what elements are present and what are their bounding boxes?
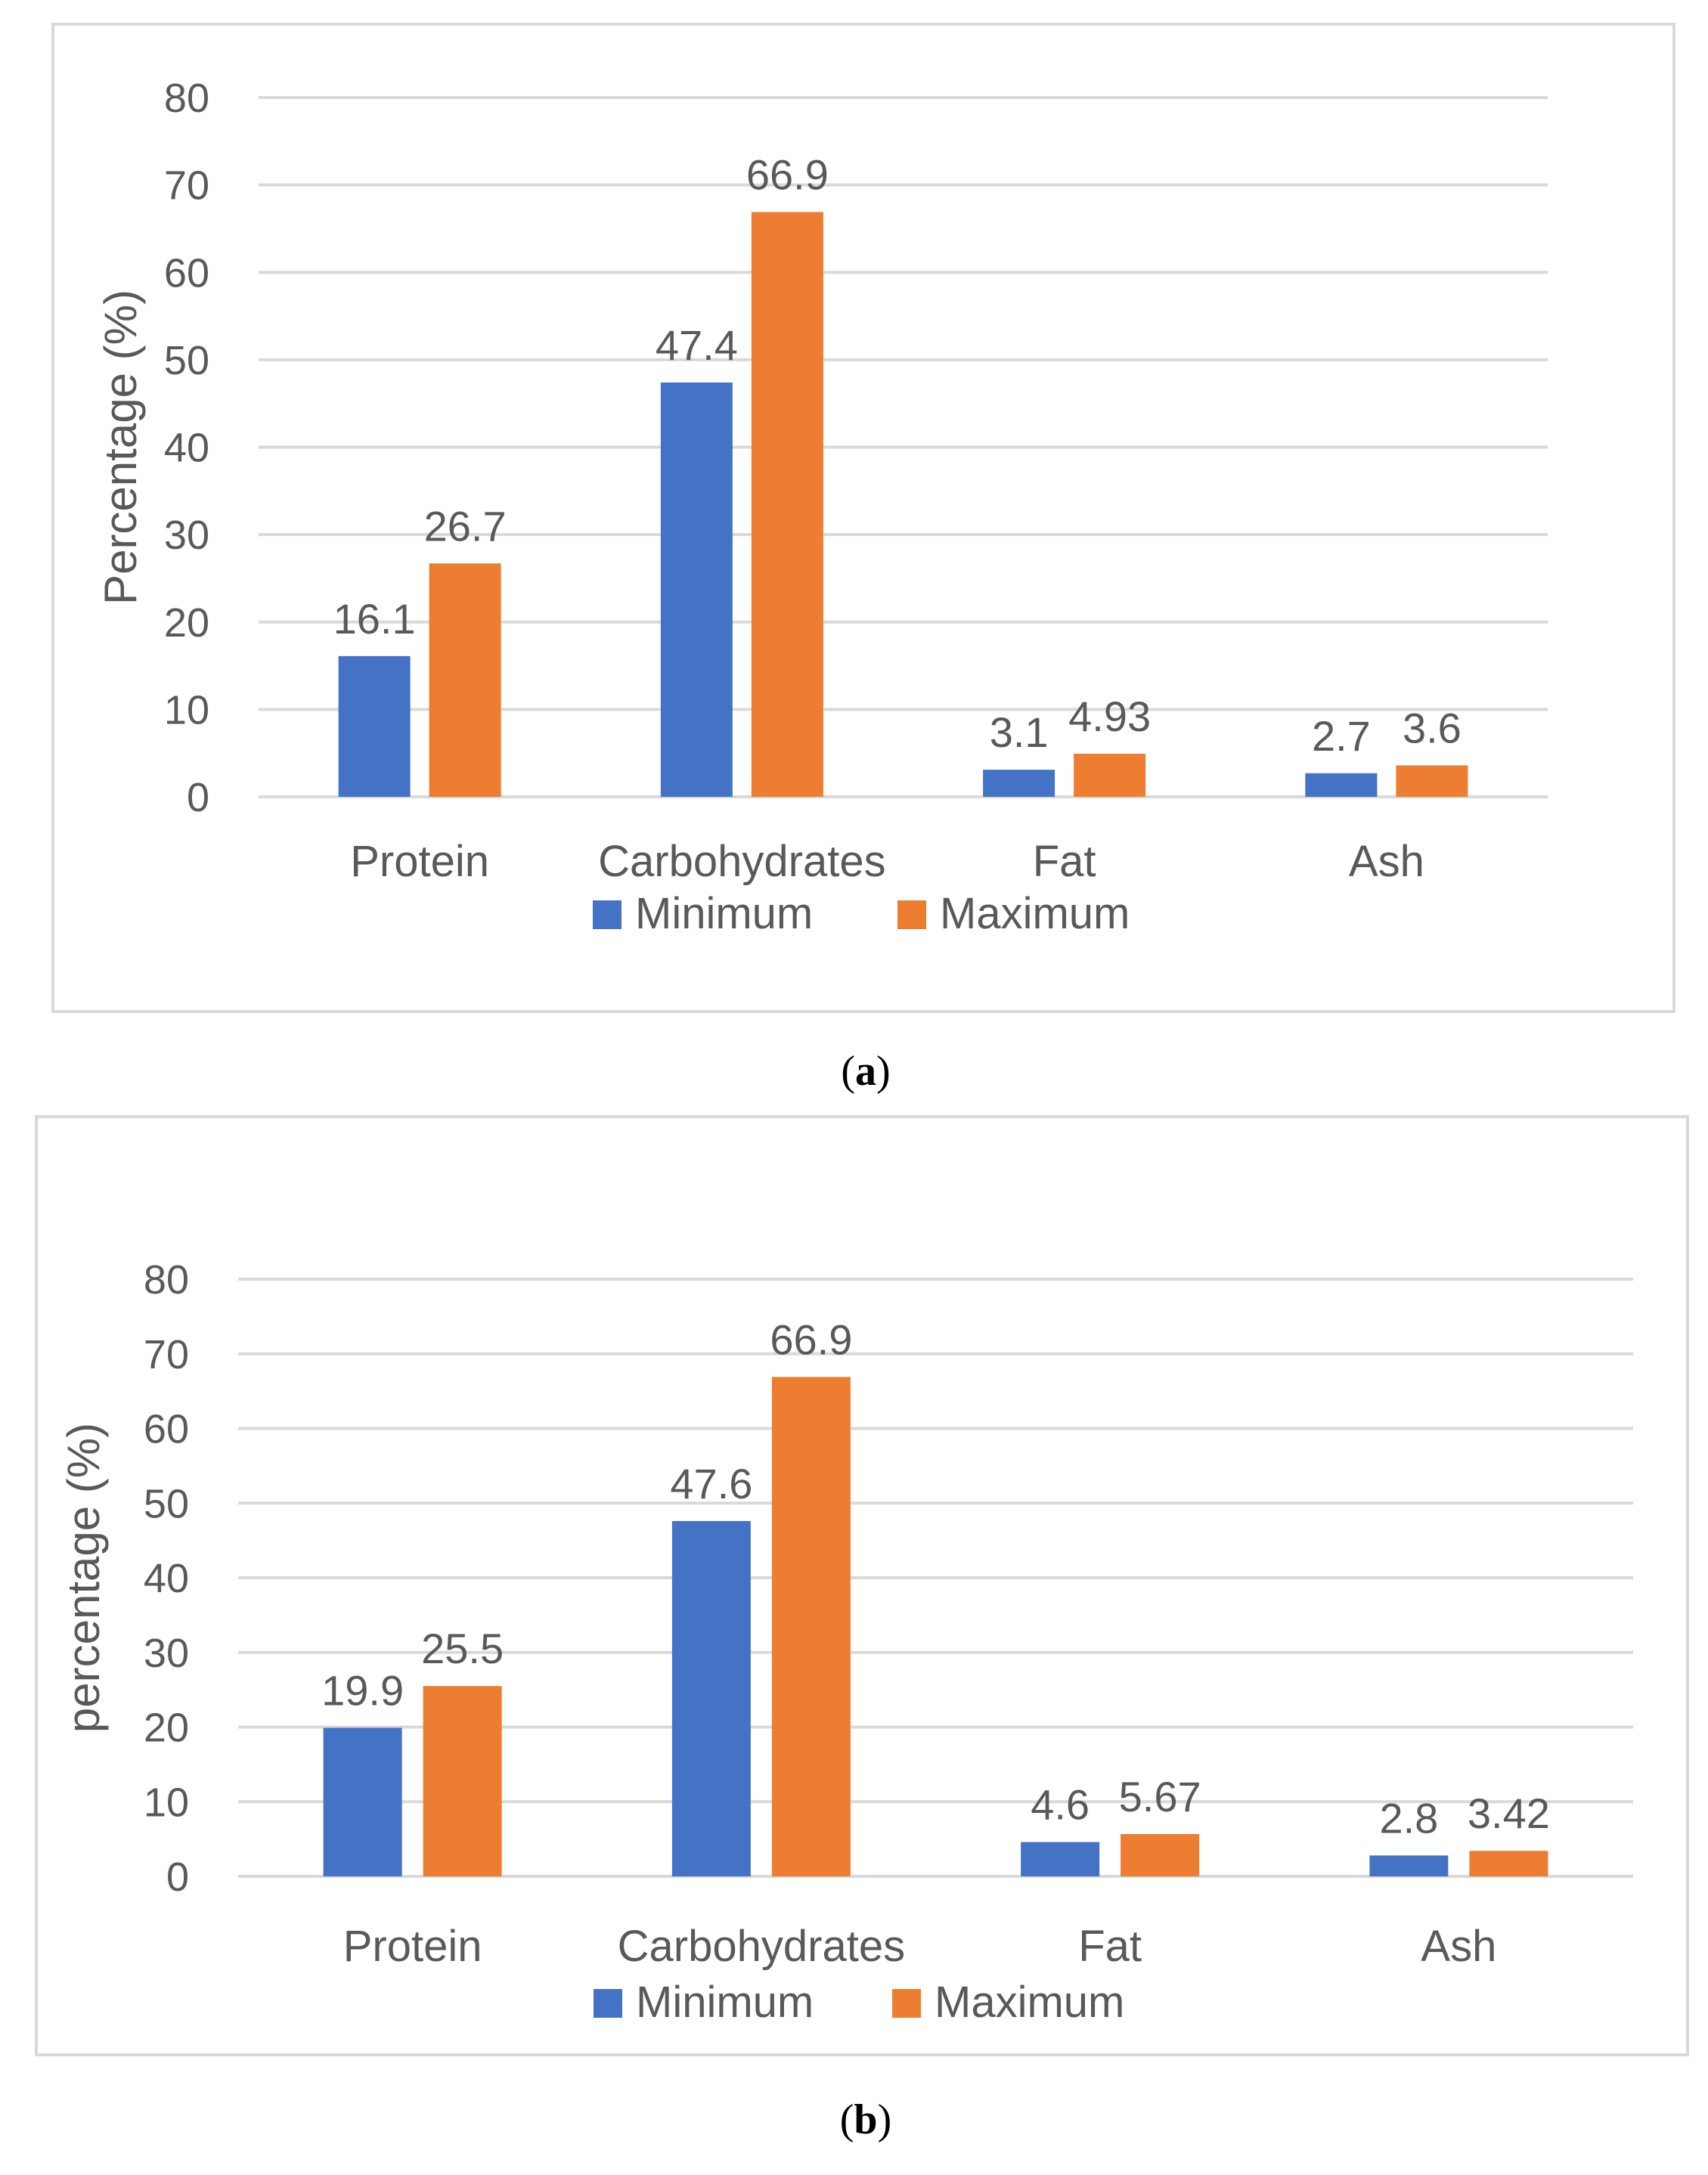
data-label-minimum-ash: 2.7	[1312, 712, 1371, 760]
legend-label-minimum: Minimum	[635, 889, 813, 938]
legend-swatch-minimum	[594, 1989, 622, 2018]
bar-maximum-ash	[1396, 765, 1468, 797]
y-tick-label-30: 30	[164, 513, 209, 558]
category-label-carbohydrates: Carbohydrates	[618, 1922, 905, 1971]
category-label-ash: Ash	[1349, 837, 1424, 886]
bar-minimum-ash	[1369, 1855, 1449, 1876]
caption-b: (b)	[839, 2096, 892, 2143]
legend-swatch-maximum	[892, 1989, 921, 2018]
y-tick-label-70: 70	[164, 163, 209, 209]
legend-swatch-minimum	[593, 900, 622, 929]
bar-maximum-ash	[1469, 1851, 1548, 1876]
data-label-maximum-fat: 5.67	[1119, 1773, 1201, 1820]
y-tick-label-40: 40	[144, 1556, 189, 1601]
bar-minimum-carbohydrates	[671, 1520, 751, 1876]
bar-minimum-fat	[983, 770, 1055, 797]
y-axis-label: Percentage (%)	[95, 290, 146, 605]
bar-minimum-carbohydrates	[660, 382, 733, 797]
data-label-minimum-protein: 16.1	[333, 595, 416, 643]
caption-a: (a)	[841, 1048, 891, 1095]
data-label-maximum-carbohydrates: 66.9	[770, 1315, 852, 1363]
data-label-maximum-ash: 3.6	[1403, 704, 1462, 751]
bar-chart-b: 0 10 20 30 40 50 60 70 80 percentage (%) 19.9 25.5 P…	[58, 1257, 1633, 2027]
y-tick-label-20: 20	[164, 600, 209, 646]
legend-swatch-maximum	[897, 900, 926, 929]
bar-maximum-carbohydrates	[771, 1377, 851, 1876]
bar-minimum-ash	[1305, 773, 1378, 797]
legend-label-maximum: Maximum	[935, 1978, 1124, 2027]
data-label-minimum-carbohydrates: 47.6	[670, 1460, 752, 1507]
y-tick-label-70: 70	[144, 1332, 189, 1377]
data-label-maximum-carbohydrates: 66.9	[746, 150, 829, 198]
caption-a-label: a	[855, 1048, 876, 1095]
bar-minimum-fat	[1021, 1842, 1100, 1876]
category-label-fat: Fat	[1033, 837, 1096, 886]
caption-b-label: b	[854, 2096, 878, 2143]
data-label-minimum-protein: 19.9	[321, 1666, 404, 1714]
category-label-fat: Fat	[1078, 1922, 1142, 1971]
y-tick-label-80: 80	[164, 76, 209, 121]
data-label-maximum-fat: 4.93	[1068, 692, 1151, 740]
bar-maximum-carbohydrates	[751, 212, 823, 797]
bar-maximum-protein	[429, 563, 501, 797]
category-label-protein: Protein	[350, 837, 489, 886]
bar-maximum-fat	[1121, 1834, 1200, 1876]
bar-maximum-protein	[423, 1686, 502, 1876]
y-tick-label-30: 30	[144, 1631, 189, 1676]
data-label-maximum-protein: 25.5	[421, 1625, 504, 1672]
y-tick-label-80: 80	[144, 1257, 189, 1303]
bar-minimum-protein	[338, 655, 411, 797]
category-label-protein: Protein	[343, 1922, 482, 1971]
data-label-minimum-ash: 2.8	[1379, 1794, 1438, 1842]
y-tick-label-60: 60	[164, 250, 209, 296]
bar-maximum-fat	[1074, 753, 1146, 797]
y-tick-label-50: 50	[164, 338, 209, 383]
y-tick-label-10: 10	[144, 1780, 189, 1825]
y-tick-label-60: 60	[144, 1407, 189, 1452]
y-tick-label-20: 20	[144, 1706, 189, 1751]
data-label-maximum-ash: 3.42	[1468, 1789, 1550, 1837]
chart-panel-a: 0 10 20 30 40 50 60 70 80 Percentage (%) 16.1 26.7 P…	[51, 23, 1675, 1013]
chart-panel-b: 0 10 20 30 40 50 60 70 80 percentage (%) 19.9 25.5 P…	[35, 1115, 1689, 2056]
data-label-minimum-carbohydrates: 47.4	[656, 321, 738, 369]
category-label-ash: Ash	[1421, 1922, 1496, 1971]
data-label-minimum-fat: 4.6	[1031, 1781, 1090, 1829]
data-label-maximum-protein: 26.7	[424, 502, 507, 550]
data-label-minimum-fat: 3.1	[990, 708, 1049, 756]
y-tick-label-0: 0	[166, 1854, 189, 1900]
legend-label-minimum: Minimum	[636, 1978, 814, 2027]
bar-chart-a: 0 10 20 30 40 50 60 70 80 Percentage (%) 16.126.7 P…	[95, 76, 1548, 938]
legend-label-maximum: Maximum	[940, 889, 1130, 938]
y-tick-label-10: 10	[164, 687, 209, 733]
y-axis-label: percentage (%)	[58, 1423, 109, 1733]
bar-minimum-protein	[323, 1727, 402, 1876]
y-tick-label-50: 50	[144, 1481, 189, 1526]
y-tick-label-40: 40	[164, 426, 209, 471]
y-tick-label-0: 0	[187, 775, 209, 820]
category-label-carbohydrates: Carbohydrates	[598, 837, 885, 886]
